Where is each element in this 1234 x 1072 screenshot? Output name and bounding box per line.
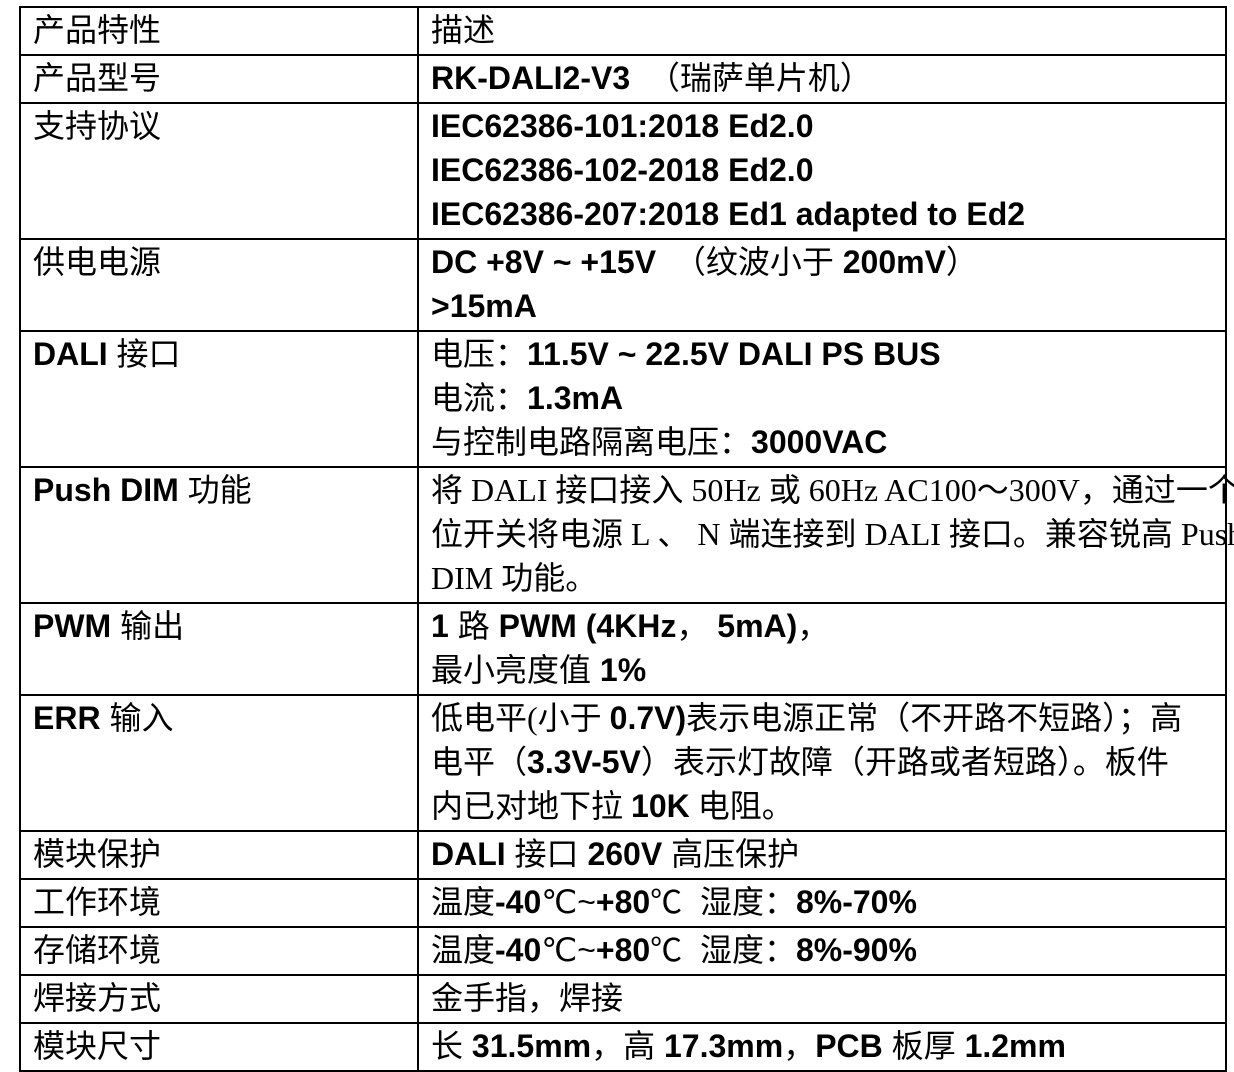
latin-text: 8%-70% [795, 884, 917, 920]
description-line: 位开关将电源 L 、 N 端连接到 DALI 接口。兼容锐高 Push [431, 516, 1234, 552]
latin-text: 3000VAC [751, 424, 888, 460]
description-cell: DC +8V ~ +15V （纹波小于 200mV） >15mA [417, 238, 1227, 332]
description-cell: DALI 接口 260V 高压保护 [417, 830, 1227, 880]
latin-text: 5mA) [717, 608, 798, 644]
latin-text: +80 [595, 932, 651, 968]
feature-cell: 支持协议 [19, 102, 419, 240]
latin-text: Push DIM [33, 472, 179, 508]
latin-text: PCB [815, 1028, 883, 1064]
header-description-cell: 描述 [417, 6, 1227, 56]
description-line: 内已对地下拉 10K 电阻。 [431, 788, 794, 824]
description-line: DALI 接口 260V 高压保护 [431, 836, 800, 872]
feature-cell: 存储环境 [19, 926, 419, 976]
table-row: 工作环境 温度-40℃~+80℃ 湿度：8%-70% [19, 878, 1227, 928]
description-cell: 金手指，焊接 [417, 974, 1227, 1024]
description-cell: 长 31.5mm，高 17.3mm，PCB 板厚 1.2mm [417, 1022, 1227, 1072]
feature-cell: Push DIM 功能 [19, 466, 419, 604]
latin-text: 260V [587, 836, 663, 872]
table-row: ERR 输入 低电平(小于 0.7V)表示电源正常（不开路不短路）；高 电平（3.3… [19, 694, 1227, 832]
table-row: 模块尺寸长 31.5mm，高 17.3mm，PCB 板厚 1.2mm [19, 1022, 1227, 1072]
latin-text: 1.3mA [527, 380, 624, 416]
table-row: 焊接方式 金手指，焊接 [19, 974, 1227, 1024]
feature-cell: PWM 输出 [19, 602, 419, 696]
description-line: 长 31.5mm，高 17.3mm，PCB 板厚 1.2mm [431, 1028, 1066, 1064]
description-line: 电压：11.5V ~ 22.5V DALI PS BUS [431, 336, 941, 372]
description-line: 电流：1.3mA [431, 380, 624, 416]
description-line: 最小亮度值 1% [431, 652, 647, 688]
description-line: 与控制电路隔离电压：3000VAC [431, 424, 888, 460]
description-cell: 温度-40℃~+80℃ 湿度：8%-90% [417, 926, 1227, 976]
table-row: 产品型号 RK-DALI2-V3 （瑞萨单片机） [19, 54, 1227, 104]
description-line: 温度-40℃~+80℃ 湿度：8%-90% [431, 932, 917, 968]
feature-cell: 工作环境 [19, 878, 419, 928]
latin-text: -40 [495, 932, 542, 968]
latin-text: +80 [595, 884, 651, 920]
description-line: 电平（3.3V-5V）表示灯故障（开路或者短路）。板件 [431, 744, 1169, 780]
latin-text: ERR [33, 700, 101, 736]
description-cell: 电压：11.5V ~ 22.5V DALI PS BUS 电流：1.3mA 与控制电… [417, 330, 1227, 468]
product-spec-table: 产品特性 描述 产品型号 RK-DALI2-V3 （瑞萨单片机） 支持协议 IEC6238… [19, 6, 1234, 1072]
table-header-row: 产品特性 描述 [19, 6, 1227, 56]
latin-text: PWM [33, 608, 112, 644]
feature-cell: 焊接方式 [19, 974, 419, 1024]
latin-text: RK-DALI2-V3 [431, 60, 631, 96]
table-row: PWM 输出 1 路 PWM (4KHz， 5mA)， 最小亮度值 1% [19, 602, 1227, 696]
table-row: Push DIM 功能将 DALI 接口接入 50Hz 或 60Hz AC100… [19, 466, 1234, 604]
description-line: 金手指，焊接 [431, 980, 624, 1016]
feature-cell: 产品型号 [19, 54, 419, 104]
latin-text: 200mV [842, 244, 946, 280]
latin-text: IEC62386-101:2018 Ed2.0 [431, 108, 814, 144]
latin-text: 31.5mm [471, 1028, 592, 1064]
latin-text: IEC62386-207:2018 Ed1 adapted to Ed2 [431, 196, 1026, 232]
feature-cell: 模块保护 [19, 830, 419, 880]
description-cell: IEC62386-101:2018 Ed2.0 IEC62386-102-2018… [417, 102, 1227, 240]
latin-text: 1.2mm [964, 1028, 1066, 1064]
description-cell: 将 DALI 接口接入 50Hz 或 60Hz AC100～300V，通过一个复… [417, 466, 1234, 604]
latin-text: 1% [599, 652, 647, 688]
table-row: 存储环境 温度-40℃~+80℃ 湿度：8%-90% [19, 926, 1227, 976]
description-line: 1 路 PWM (4KHz， 5mA)， [431, 608, 830, 644]
table-row: 供电电源 DC +8V ~ +15V （纹波小于 200mV） >15mA [19, 238, 1227, 332]
latin-text: >15mA [431, 288, 537, 324]
latin-text: PWM (4KHz [498, 608, 677, 644]
description-line: >15mA [431, 284, 1215, 328]
latin-text: DALI [33, 336, 108, 372]
description-line: 将 DALI 接口接入 50Hz 或 60Hz AC100～300V，通过一个复 [431, 472, 1234, 508]
description-line: DIM 功能。 [431, 560, 598, 596]
description-cell: 低电平(小于 0.7V)表示电源正常（不开路不短路）；高 电平（3.3V-5V）表… [417, 694, 1227, 832]
feature-cell: 供电电源 [19, 238, 419, 332]
description-line: 温度-40℃~+80℃ 湿度：8%-70% [431, 884, 917, 920]
feature-cell: DALI 接口 [19, 330, 419, 468]
description-line: IEC62386-207:2018 Ed1 adapted to Ed2 [431, 192, 1215, 236]
table-row: DALI 接口 电压：11.5V ~ 22.5V DALI PS BUS 电流：1.… [19, 330, 1227, 468]
latin-text: 8%-90% [795, 932, 917, 968]
latin-text: 0.7V) [609, 700, 687, 736]
description-line: IEC62386-102-2018 Ed2.0 [431, 148, 1215, 192]
latin-text: -40 [495, 884, 542, 920]
latin-text: 10K [631, 788, 690, 824]
latin-text: 1 [431, 608, 449, 644]
latin-text: 17.3mm [664, 1028, 784, 1064]
table-row: 模块保护 DALI 接口 260V 高压保护 [19, 830, 1227, 880]
feature-cell: 模块尺寸 [19, 1022, 419, 1072]
description-cell: 温度-40℃~+80℃ 湿度：8%-70% [417, 878, 1227, 928]
header-feature-cell: 产品特性 [19, 6, 419, 56]
description-line: 低电平(小于 0.7V)表示电源正常（不开路不短路）；高 [431, 700, 1183, 736]
feature-cell: ERR 输入 [19, 694, 419, 832]
description-cell: 1 路 PWM (4KHz， 5mA)， 最小亮度值 1% [417, 602, 1227, 696]
latin-text: DC +8V ~ +15V [431, 244, 657, 280]
latin-text: DALI [431, 836, 506, 872]
description-line: DC +8V ~ +15V （纹波小于 200mV） [431, 244, 978, 280]
description-line: IEC62386-101:2018 Ed2.0 [431, 104, 1215, 148]
latin-text: 3.3V-5V [527, 744, 641, 780]
table-row: 支持协议 IEC62386-101:2018 Ed2.0 IEC62386-102-… [19, 102, 1227, 240]
spec-table-body: 产品特性 描述 产品型号 RK-DALI2-V3 （瑞萨单片机） 支持协议 IEC6238… [19, 6, 1234, 1072]
description-cell: RK-DALI2-V3 （瑞萨单片机） [417, 54, 1227, 104]
latin-text: IEC62386-102-2018 Ed2.0 [431, 152, 814, 188]
latin-text: 11.5V ~ 22.5V DALI PS BUS [527, 336, 941, 372]
description-line: RK-DALI2-V3 （瑞萨单片机） [431, 60, 872, 96]
